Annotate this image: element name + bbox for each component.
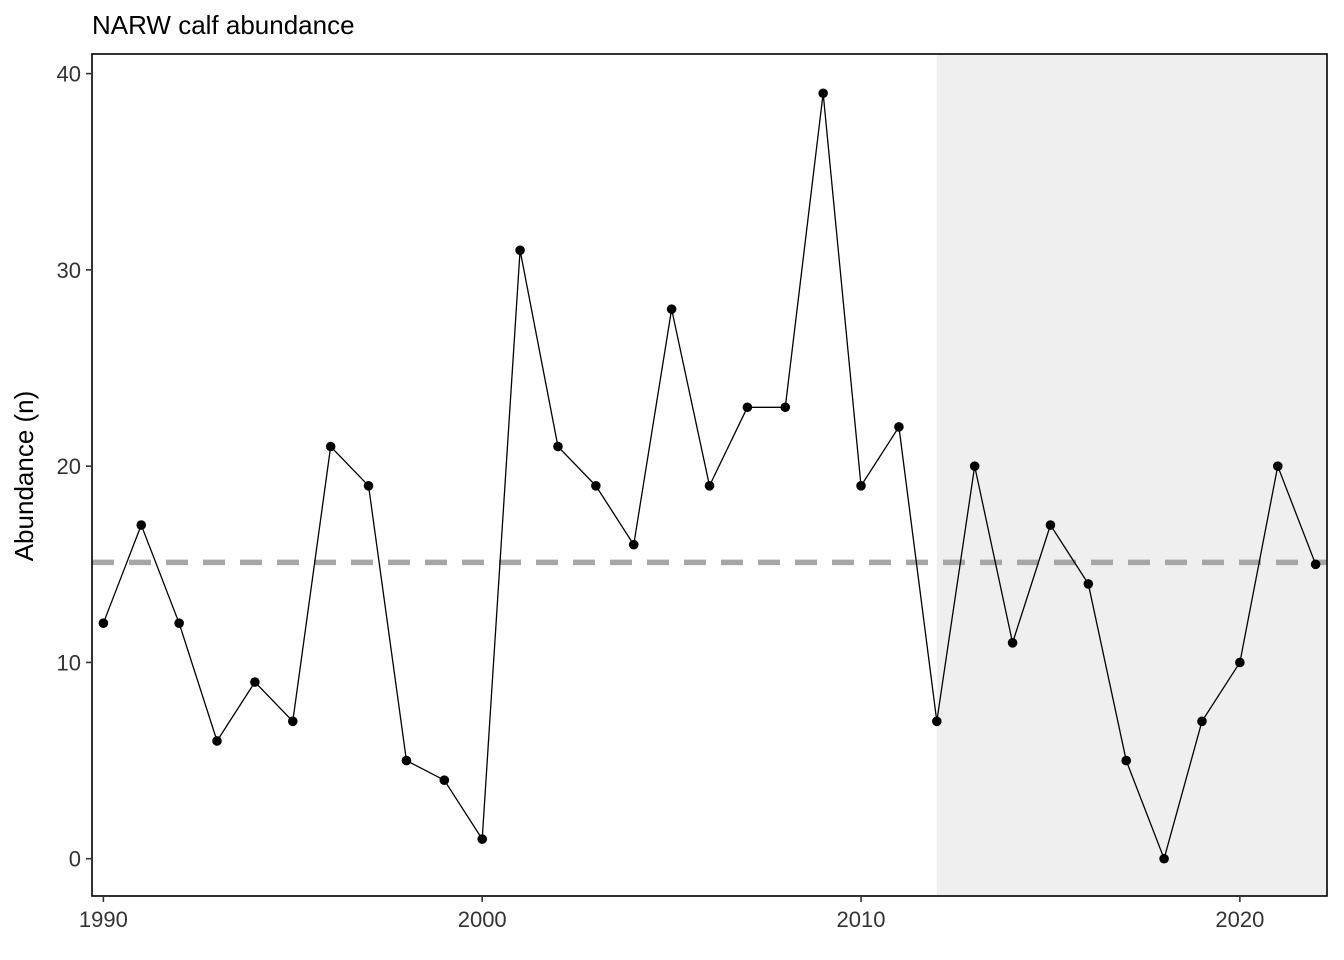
chart-title: NARW calf abundance (92, 10, 355, 40)
data-point (591, 480, 601, 491)
data-point (98, 618, 109, 628)
data-point (818, 88, 828, 99)
data-point (325, 441, 336, 452)
x-tick-label: 2020 (1215, 907, 1264, 932)
data-point (742, 402, 753, 413)
x-axis: 1990 2000 2010 2020 (79, 896, 1264, 932)
data-point (287, 716, 298, 727)
data-point (1197, 716, 1207, 727)
x-tick-label: 1990 (79, 907, 128, 932)
y-tick-label: 40 (57, 62, 81, 87)
data-point (1272, 461, 1283, 471)
y-axis: 0 10 20 30 40 (57, 62, 92, 872)
data-point (515, 245, 525, 256)
data-point (1235, 657, 1245, 668)
data-points-layer (98, 88, 1321, 864)
data-point (932, 716, 942, 727)
data-point (894, 422, 904, 432)
data-point (439, 775, 450, 786)
data-point (628, 539, 639, 550)
y-tick-label: 10 (57, 650, 81, 675)
y-tick-label: 0 (69, 847, 81, 872)
data-point (363, 480, 374, 491)
data-point (856, 480, 866, 491)
data-point (1007, 638, 1018, 648)
x-tick-label: 2010 (837, 907, 886, 932)
x-tick-label: 2000 (458, 907, 507, 932)
data-point (969, 461, 980, 471)
data-point (250, 677, 260, 687)
data-point (174, 618, 184, 628)
data-point (1159, 853, 1169, 864)
y-tick-label: 20 (57, 454, 81, 479)
data-point (704, 480, 715, 491)
data-point (401, 755, 412, 766)
data-point (477, 834, 487, 844)
plot-panel-border (91, 53, 1328, 897)
y-axis-title: Abundance (n) (9, 391, 39, 562)
data-point (136, 520, 147, 530)
data-point (553, 441, 563, 452)
data-point (1045, 520, 1056, 530)
data-point (1310, 559, 1321, 570)
y-tick-label: 30 (57, 258, 81, 283)
data-point (212, 736, 222, 746)
data-point (780, 402, 791, 413)
shaded-region-layer (936, 54, 1327, 896)
shaded-region (936, 54, 1327, 896)
data-point (666, 304, 677, 314)
data-point (1121, 755, 1132, 766)
data-point (1083, 579, 1094, 589)
